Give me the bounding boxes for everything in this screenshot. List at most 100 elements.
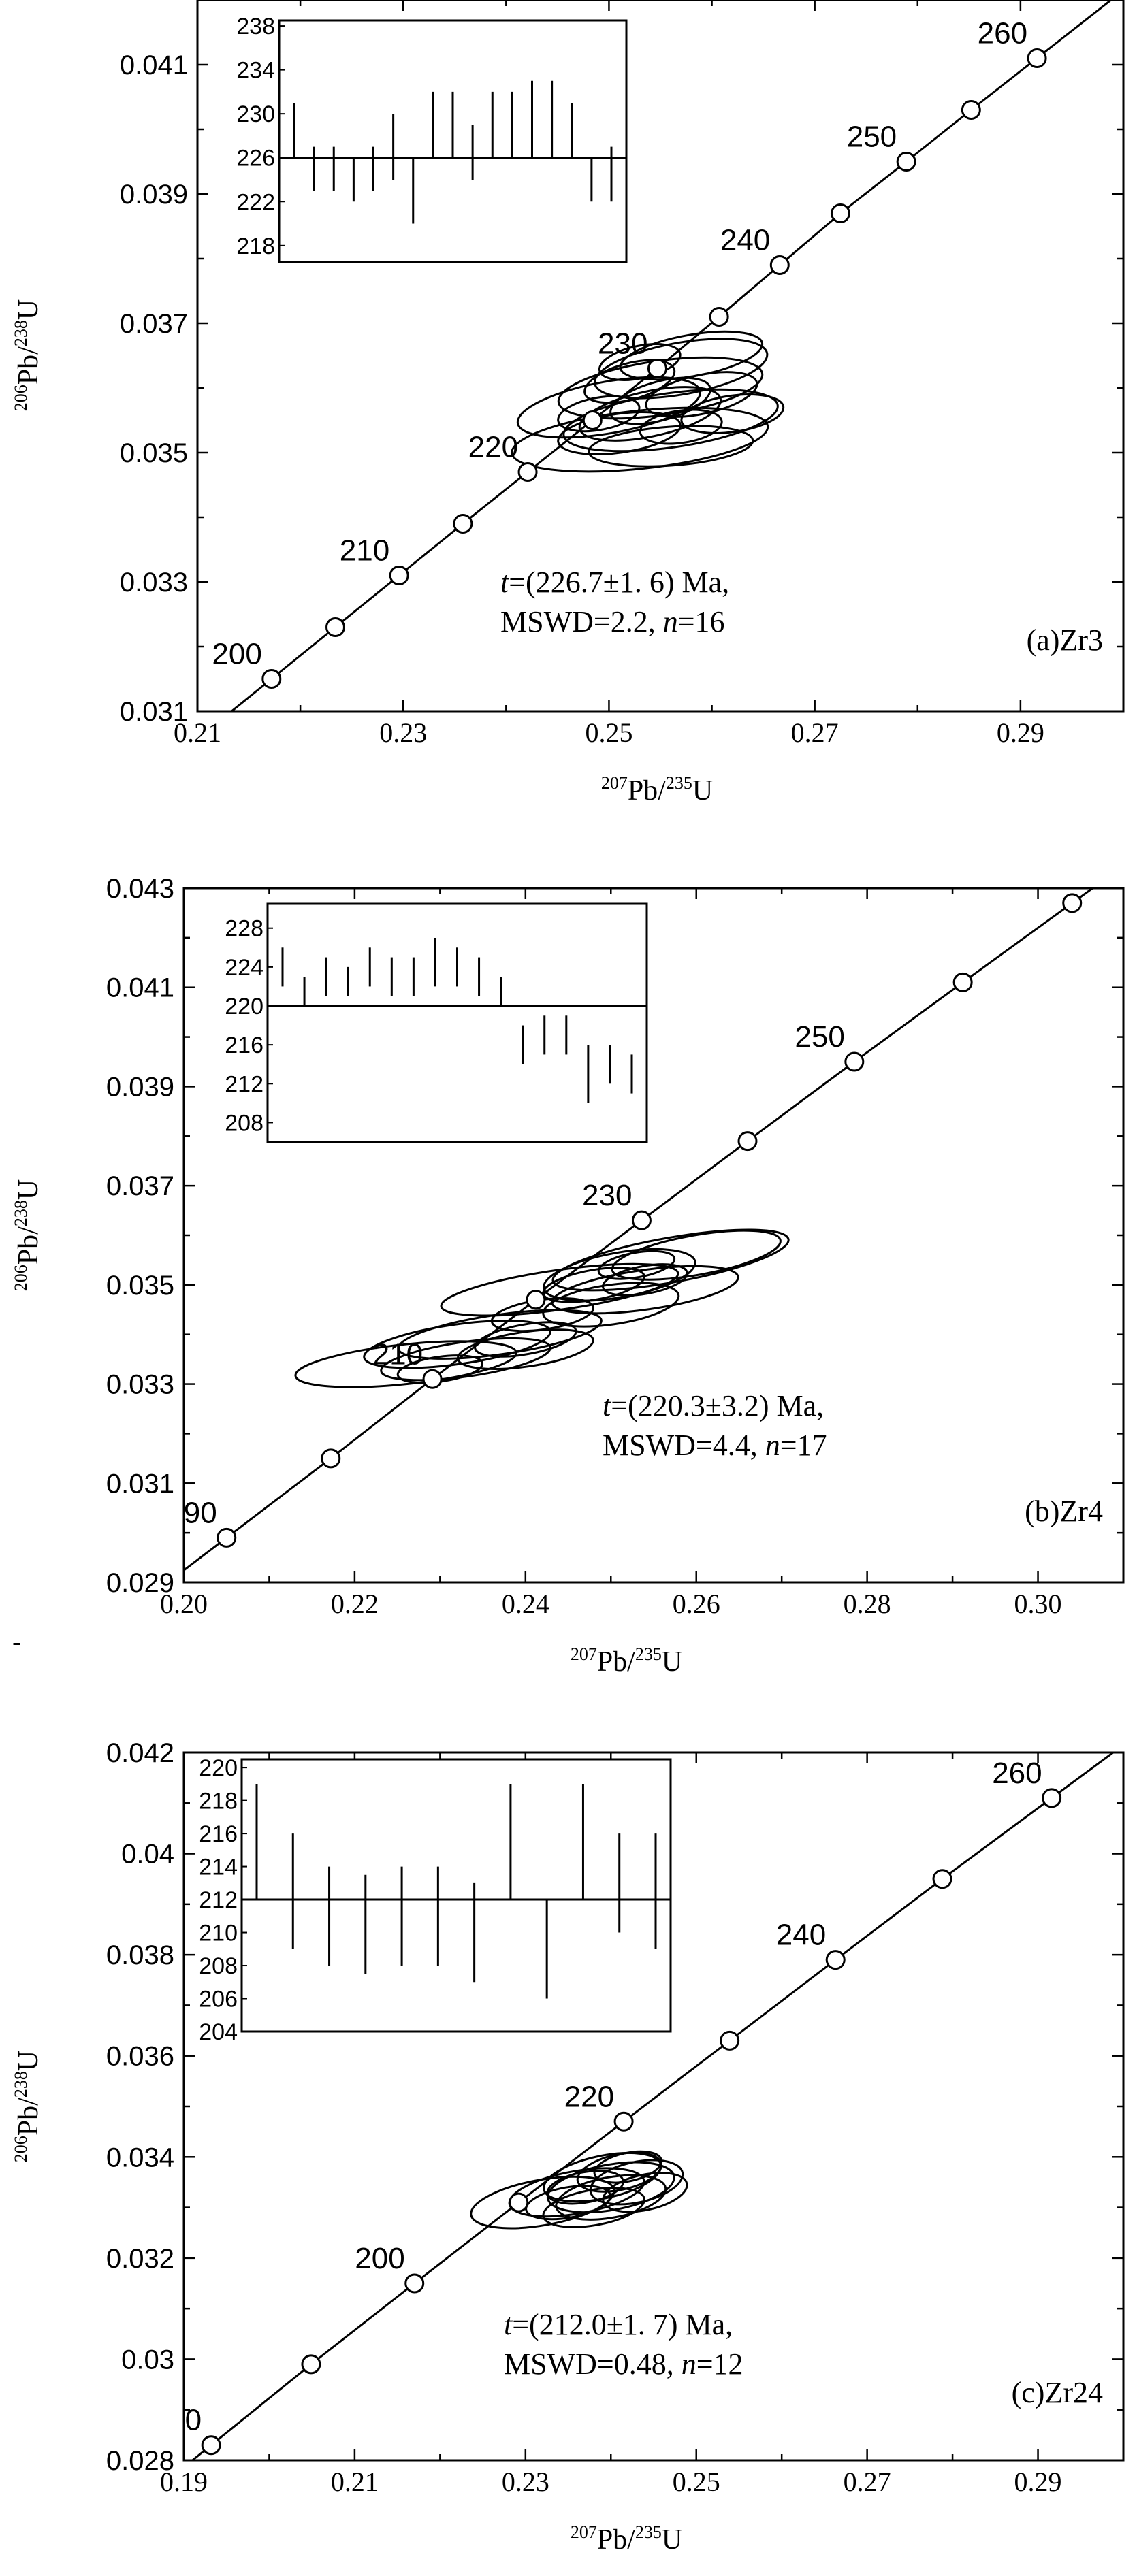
error-ellipse	[602, 1263, 688, 1297]
x-axis-label: 207Pb/235U	[601, 773, 713, 806]
mswd-annotation: MSWD=2.2, n=16	[500, 605, 725, 638]
concordia-age-label: 260	[992, 1757, 1042, 1790]
y-axis-label: 206Pb/238U	[11, 299, 44, 411]
inset-y-tick-label: 208	[199, 1953, 238, 1979]
error-ellipse	[511, 406, 769, 473]
annotation-t: t	[504, 2308, 513, 2341]
error-ellipse	[474, 1321, 577, 1358]
y-axis-label-part: 206	[11, 385, 31, 411]
error-ellipse	[456, 1328, 594, 1370]
x-axis-label-part: Pb/	[597, 2524, 635, 2556]
error-ellipse	[598, 343, 682, 381]
x-axis-label: 207Pb/235U	[571, 2522, 682, 2556]
concordia-age-marker	[720, 2030, 740, 2051]
inset-frame	[240, 1758, 672, 2033]
concordia-age-label: 200	[355, 2242, 404, 2275]
x-tick-label: 0.29	[997, 717, 1044, 748]
concordia-age-marker	[952, 972, 973, 992]
annotation-mswd: MSWD=4.4,	[603, 1429, 765, 1462]
inset-y-tick-label: 238	[236, 14, 275, 39]
concordia-age-marker	[453, 514, 473, 534]
x-tick-label: 0.27	[791, 717, 839, 748]
concordia-age-marker	[1062, 893, 1083, 913]
concordia-age-label: 240	[720, 224, 770, 257]
error-ellipse	[639, 408, 723, 445]
x-tick-label: 0.28	[844, 1588, 891, 1619]
y-tick-label: 0.041	[106, 973, 174, 1003]
chart-panel-2: 0.029 0.031 0.033 0.035 0.037 0.039 0.041 0.043…	[11, 874, 1125, 1678]
error-ellipse	[562, 388, 779, 453]
annotation-n-label: n	[663, 605, 678, 638]
y-tick-label: 0.03	[121, 2345, 174, 2375]
y-tick-label: 0.043	[106, 874, 174, 904]
x-axis-label-part: U	[662, 1646, 682, 1678]
y-tick-label: 0.033	[120, 568, 188, 598]
inset-y-tick-label: 222	[236, 189, 275, 215]
concordia-age-label: 220	[564, 2080, 614, 2113]
concordia-age-marker	[517, 462, 538, 482]
x-tick-label: 0.25	[673, 2466, 720, 2497]
concordia-age-label: 250	[847, 120, 897, 154]
y-axis-label-part: 238	[11, 1200, 31, 1226]
error-ellipse	[542, 2187, 645, 2228]
x-tick-label: 0.21	[331, 2466, 379, 2497]
y-axis-label-part: Pb/	[13, 2098, 44, 2136]
inset-y-tick-label: 218	[199, 1789, 238, 1814]
stray-dash-mark: -	[12, 1626, 21, 1657]
concordia-age-marker	[737, 1131, 758, 1152]
y-axis-label-part: U	[13, 1179, 44, 1200]
y-tick-label: 0.035	[106, 1271, 174, 1301]
x-tick-label: 0.30	[1014, 1588, 1062, 1619]
x-axis-label-part: Pb/	[628, 775, 666, 806]
concordia-age-marker	[261, 669, 282, 689]
y-tick-label: 0.04	[121, 1840, 174, 1870]
mswd-annotation: MSWD=0.48, n=12	[504, 2347, 743, 2381]
y-axis-label-part: 238	[11, 320, 31, 346]
y-axis-label: 206Pb/238U	[11, 2051, 44, 2162]
annotation-age: =(212.0±1. 7) Ma,	[512, 2308, 733, 2341]
concordia-age-label: 210	[373, 1337, 423, 1371]
y-tick-label: 0.032	[106, 2244, 174, 2274]
y-tick-label: 0.041	[120, 50, 188, 80]
inset-y-tick-label: 224	[225, 955, 263, 981]
y-axis-label-part: U	[13, 2051, 44, 2071]
x-axis-label-part: U	[662, 2524, 682, 2556]
y-tick-label: 0.039	[106, 1072, 174, 1102]
error-ellipse	[609, 376, 711, 425]
error-ellipse	[645, 371, 758, 418]
chart-panel-1: 0.031 0.033 0.035 0.037 0.039 0.041 0.21 0.23 0.…	[11, 0, 1125, 806]
concordia-age-marker	[932, 1869, 952, 1889]
concordia-age-label: 220	[468, 431, 518, 464]
plot-data-layer: 180 200 220 240 260	[184, 1752, 1115, 2460]
concordia-age-marker	[830, 203, 850, 223]
x-axis-label-part: 207	[571, 2522, 597, 2542]
x-tick-label: 0.19	[160, 2466, 208, 2497]
x-tick-label: 0.20	[160, 1588, 208, 1619]
x-axis-label-part: Pb/	[597, 1646, 635, 1678]
y-tick-label: 0.037	[106, 1171, 174, 1201]
y-axis-label: 206Pb/238U	[11, 1179, 44, 1291]
concordia-age-marker	[1027, 48, 1047, 68]
y-axis-label-part: 238	[11, 2071, 31, 2098]
concordia-age-marker	[422, 1369, 443, 1389]
x-axis-label-part: 207	[571, 1644, 597, 1664]
x-tick-label: 0.21	[174, 717, 221, 748]
error-ellipse	[557, 395, 641, 433]
concordia-age-marker	[896, 152, 916, 172]
error-ellipse	[589, 2159, 684, 2206]
x-tick-label: 0.26	[673, 1588, 720, 1619]
x-tick-label: 0.29	[1014, 2466, 1062, 2497]
y-tick-label: 0.035	[120, 438, 188, 468]
inset-y-tick-label: 204	[199, 2019, 238, 2045]
inset-y-tick-label: 210	[199, 1921, 238, 1946]
annotation-mswd: MSWD=0.48,	[504, 2347, 682, 2381]
concordia-age-marker	[709, 307, 729, 327]
error-ellipse	[542, 1282, 680, 1328]
inset-y-tick-label: 214	[199, 1855, 238, 1880]
annotation-t: t	[500, 566, 510, 599]
y-axis-label-part: U	[13, 299, 44, 320]
concordia-age-marker	[844, 1051, 865, 1072]
annotation-n: =16	[678, 605, 725, 638]
plot-data-layer: 190 210 230 250 270	[184, 888, 1095, 1572]
concordia-age-marker	[961, 100, 981, 120]
